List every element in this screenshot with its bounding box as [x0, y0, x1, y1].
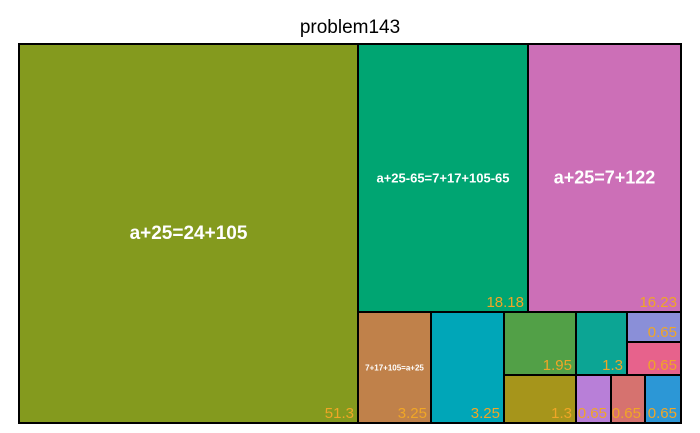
tile-value: 0.65 — [647, 357, 677, 374]
treemap-tile: a+25-65=7+17+105-65 18.18 — [357, 43, 529, 313]
treemap-tile: 1.3 — [575, 311, 628, 376]
tile-label: 7+17+105=a+25 — [365, 363, 424, 372]
tile-value: 16.23 — [639, 294, 677, 311]
tile-value: 1.3 — [602, 357, 623, 374]
treemap-chart: a+25=24+105 51.3 a+25-65=7+17+105-65 18.18 a… — [18, 43, 682, 424]
tile-value: 0.65 — [577, 405, 607, 422]
tile-value: 1.3 — [551, 405, 572, 422]
chart-title: problem143 — [299, 17, 401, 38]
treemap-tile: a+25=24+105 51.3 — [18, 43, 359, 424]
tile-value: 3.25 — [470, 405, 500, 422]
tile-value: 51.3 — [324, 405, 354, 422]
treemap-tile: 1.95 — [503, 311, 577, 376]
treemap-tile: 0.65 — [610, 374, 646, 424]
tile-label: a+25=7+122 — [553, 167, 656, 188]
treemap-tile: 1.3 — [503, 374, 577, 424]
treemap-tile: 7+17+105=a+25 3.25 — [357, 311, 432, 424]
treemap-tile: a+25=7+122 16.23 — [527, 43, 682, 313]
tile-label: a+25=24+105 — [129, 222, 248, 244]
tile-value: 1.95 — [542, 357, 572, 374]
tile-value: 0.65 — [647, 324, 677, 341]
treemap-tile: 0.65 — [644, 374, 682, 424]
treemap-tile: 0.65 — [626, 311, 682, 343]
tile-value: 18.18 — [486, 294, 524, 311]
treemap-tile: 3.25 — [430, 311, 505, 424]
tile-value: 0.65 — [647, 405, 677, 422]
tile-label: a+25-65=7+17+105-65 — [376, 170, 510, 186]
tile-value: 3.25 — [397, 405, 427, 422]
treemap-tile: 0.65 — [575, 374, 612, 424]
treemap-tile: 0.65 — [626, 341, 682, 376]
tile-value: 0.65 — [611, 405, 641, 422]
